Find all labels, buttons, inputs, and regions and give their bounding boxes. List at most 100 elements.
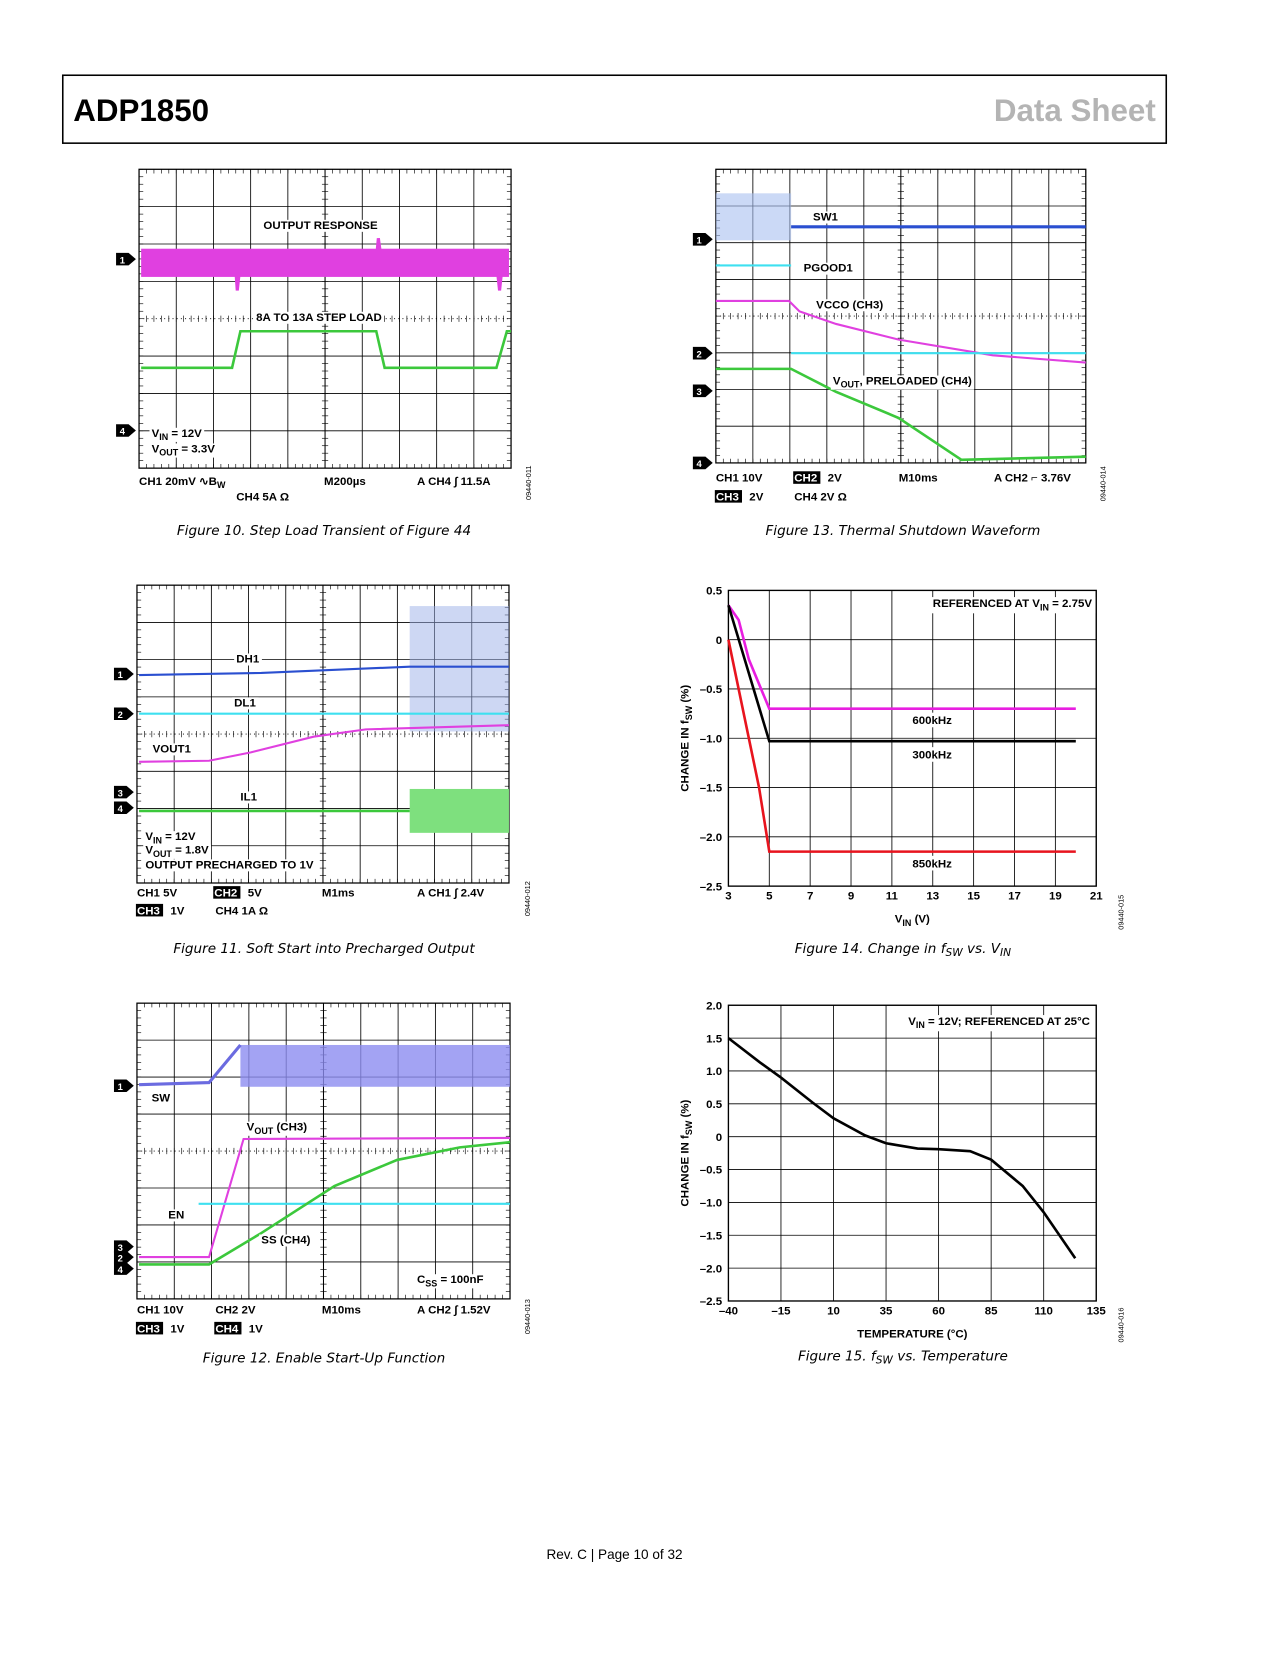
y-tick-label: 1.0 [706,1066,722,1078]
x-tick-label: 60 [932,1306,945,1318]
text-part: M200µs [324,476,366,488]
text-part: A CH2 ∫ 1.52V [417,1305,491,1317]
subscript: IN [916,1020,925,1030]
text-part: CH1 10V [137,1305,184,1317]
x-tick-label: 3 [725,891,731,903]
scope-setting: CH1 10V [716,473,763,485]
channel-marker [692,346,713,360]
scope-label: VOUT1 [153,743,192,755]
plot-frame [727,1004,1097,1302]
label-bg [149,427,205,442]
label-bg [910,747,957,762]
noise-band [715,193,792,241]
scope-setting: 2V [828,473,842,485]
scope-setting: M10ms [322,1305,361,1317]
x-tick-label: 17 [1008,891,1021,903]
channel-number: 1 [118,1081,123,1092]
text-part: V [247,1122,255,1134]
x-tick-label: 15 [967,891,980,903]
text-part: V [145,831,153,843]
figure-code: 09440-016 [1116,1308,1125,1343]
text-part: vs. Temperature [893,1349,1008,1365]
channel-number: 1 [118,669,123,680]
label-bg [150,743,194,756]
text-part: CH1 10V [716,473,763,485]
scope-setting: CH1 20mV ∿BW [139,476,226,490]
text-part: CHANGE IN f [680,720,692,792]
label-bg [238,791,260,804]
text-part: SS (CH4) [261,1235,310,1247]
trace [494,261,505,291]
text-part: Figure 12. Enable Start-Up Function [203,1351,445,1367]
section-name: Data Sheet [994,93,1156,128]
channel-marker [116,252,136,266]
y-tick-label: –2.0 [700,832,722,844]
y-tick-label: 0.5 [706,586,723,598]
text-part: V [145,845,153,857]
scope-label: 8A TO 13A STEP LOAD [256,312,382,324]
channel-number: 1 [120,254,125,265]
text-part: Figure 13. Thermal Shutdown Waveform [765,523,1040,539]
label-bg [259,1234,313,1247]
trace [139,1140,511,1266]
text-part: CH4 2V Ω [794,492,847,504]
y-tick-label: –1.5 [700,1230,723,1242]
channel-box [793,471,821,484]
channel-number: 3 [118,1242,123,1253]
text-part: = 2.75V [1049,598,1092,610]
scope-label: IL1 [240,791,257,803]
text-part: VOUT1 [153,743,192,755]
annotation: VIN = 12V; REFERENCED AT 25°C [908,1016,1090,1030]
channel-number: 4 [118,1264,124,1275]
scope-setting: CH4 5A Ω [236,492,289,504]
scope-setting: 2V [749,492,763,504]
channel-marker [113,1262,134,1275]
text-part: Figure 15. f [798,1349,878,1365]
scope-label: SW1 [813,211,838,223]
text-part: A CH4 ∫ 11.5A [417,476,491,488]
text-part: VCCO (CH3) [816,299,883,311]
text-part: CHANGE IN f [680,1135,692,1207]
text-part: = 100nF [437,1274,483,1286]
text-part: = 1.8V [172,845,209,857]
trace [139,724,509,763]
scope-label: OUTPUT RESPONSE [263,220,378,232]
figure-caption: Figure 14. Change in fSW vs. VIN [795,941,1011,959]
channel-number: 4 [118,803,124,814]
label-bg [253,311,384,324]
scope-setting: A CH2 ∫ 1.52V [417,1305,491,1317]
scope-label: OUTPUT PRECHARGED TO 1V [145,859,314,871]
text-part: CH4 5A Ω [236,492,289,504]
subscript: SW [945,947,963,959]
scope-setting: M200µs [324,476,366,488]
text-part: 1V [170,905,184,917]
x-tick-label: –15 [771,1306,791,1318]
text-part: V [908,1016,916,1028]
text-part: (V) [911,914,930,926]
trace [715,367,1086,462]
channel-marker [692,456,713,470]
subscript: IN [902,918,911,928]
text-part: M10ms [899,473,938,485]
subscript: IN [153,835,162,845]
y-tick-label: –1.5 [700,783,723,795]
label-bg [166,1209,187,1222]
text-part: 1V [249,1323,263,1335]
text-part: OUTPUT PRECHARGED TO 1V [145,859,314,871]
x-tick-label: –40 [719,1306,738,1318]
scope-label: DH1 [236,654,260,666]
scope-label: VCCO (CH3) [816,299,883,311]
channel-marker [113,707,134,720]
trace [139,665,509,677]
text-part: SW1 [813,211,838,223]
text-part: 5V [248,888,262,900]
channel-box [714,490,742,503]
scope-label: PGOOD1 [804,263,854,275]
figure-caption: Figure 11. Soft Start into Precharged Ou… [173,941,475,957]
y-tick-label: 0.5 [706,1099,723,1111]
scope-frame [136,584,510,884]
channel-marker [692,233,713,246]
text-part: TEMPERATURE (°C) [857,1329,967,1341]
